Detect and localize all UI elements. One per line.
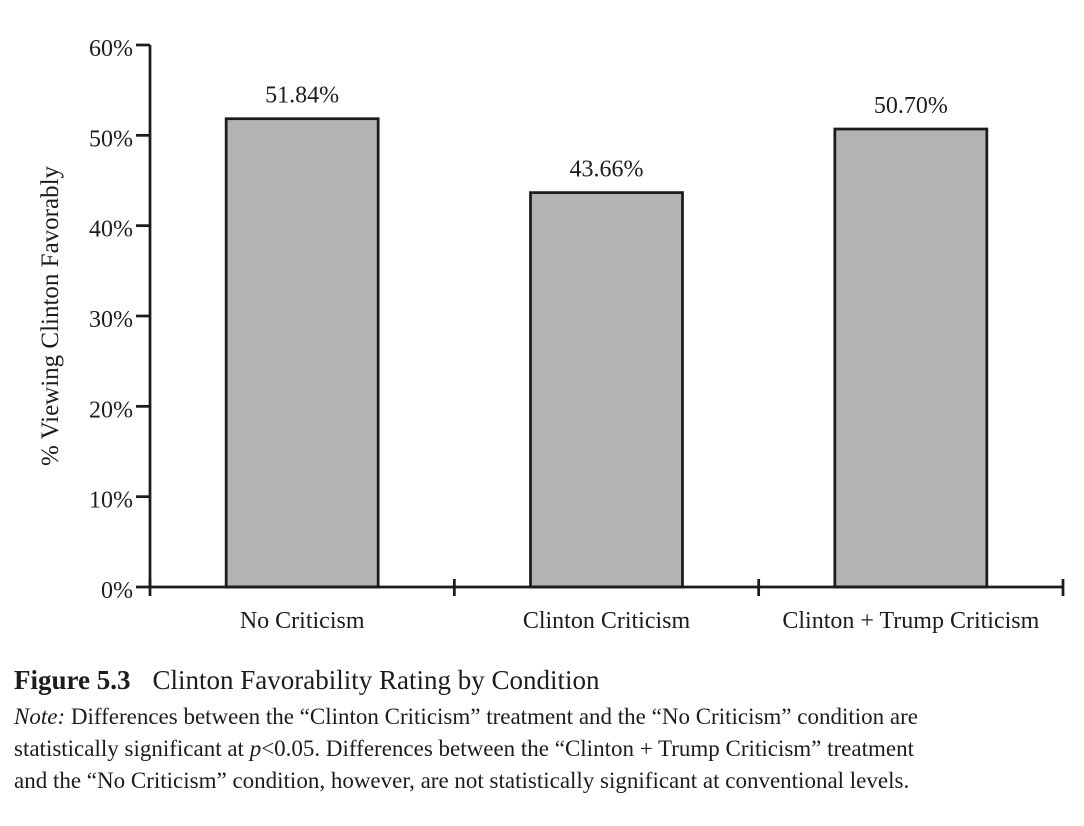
figure-note: Note: Differences between the “Clinton C… — [14, 701, 918, 797]
figure-title: Clinton Favorability Rating by Condition — [152, 665, 600, 695]
y-axis-title: % Viewing Clinton Favorably — [37, 165, 64, 466]
y-tick-label-0: 0% — [101, 578, 133, 604]
figure-number: Figure 5.3 — [14, 665, 131, 695]
bar-chart: 51.84% No Criticism 43.66% Clinton Criticis… — [37, 36, 1065, 634]
y-tick-label-3: 30% — [89, 307, 133, 333]
y-tick-label-5: 50% — [89, 126, 133, 152]
bar-2 — [833, 127, 989, 589]
note-line-2: statistically significant at p<0.05. Dif… — [14, 733, 918, 765]
y-tick-label-4: 40% — [89, 217, 133, 243]
note-label: Note: — [14, 704, 66, 729]
note-text-2a: statistically significant at — [14, 736, 250, 761]
bar-value-label-2: 50.70% — [874, 93, 948, 119]
note-line-3: and the “No Criticism” condition, howeve… — [14, 765, 918, 797]
category-label-0: No Criticism — [240, 608, 365, 634]
figure-caption: Figure 5.3 Clinton Favorability Rating by… — [14, 664, 600, 696]
y-tick-label-1: 10% — [89, 488, 133, 514]
bar-value-label-0: 51.84% — [265, 83, 339, 109]
note-text-2b: <0.05. Differences between the “Clinton … — [261, 736, 914, 761]
note-line-1: Note: Differences between the “Clinton C… — [14, 701, 918, 733]
y-tick-label-2: 20% — [89, 397, 133, 423]
bar-0 — [224, 117, 380, 589]
note-p-italic: p — [249, 736, 262, 761]
category-label-1: Clinton Criticism — [523, 608, 691, 634]
note-text-1: Differences between the “Clinton Critici… — [65, 704, 918, 729]
bar-1 — [529, 191, 684, 589]
bar-value-label-1: 43.66% — [570, 157, 644, 183]
note-text-3: and the “No Criticism” condition, howeve… — [14, 768, 910, 793]
category-label-2: Clinton + Trump Criticism — [782, 608, 1039, 634]
y-tick-label-6: 60% — [89, 36, 133, 62]
